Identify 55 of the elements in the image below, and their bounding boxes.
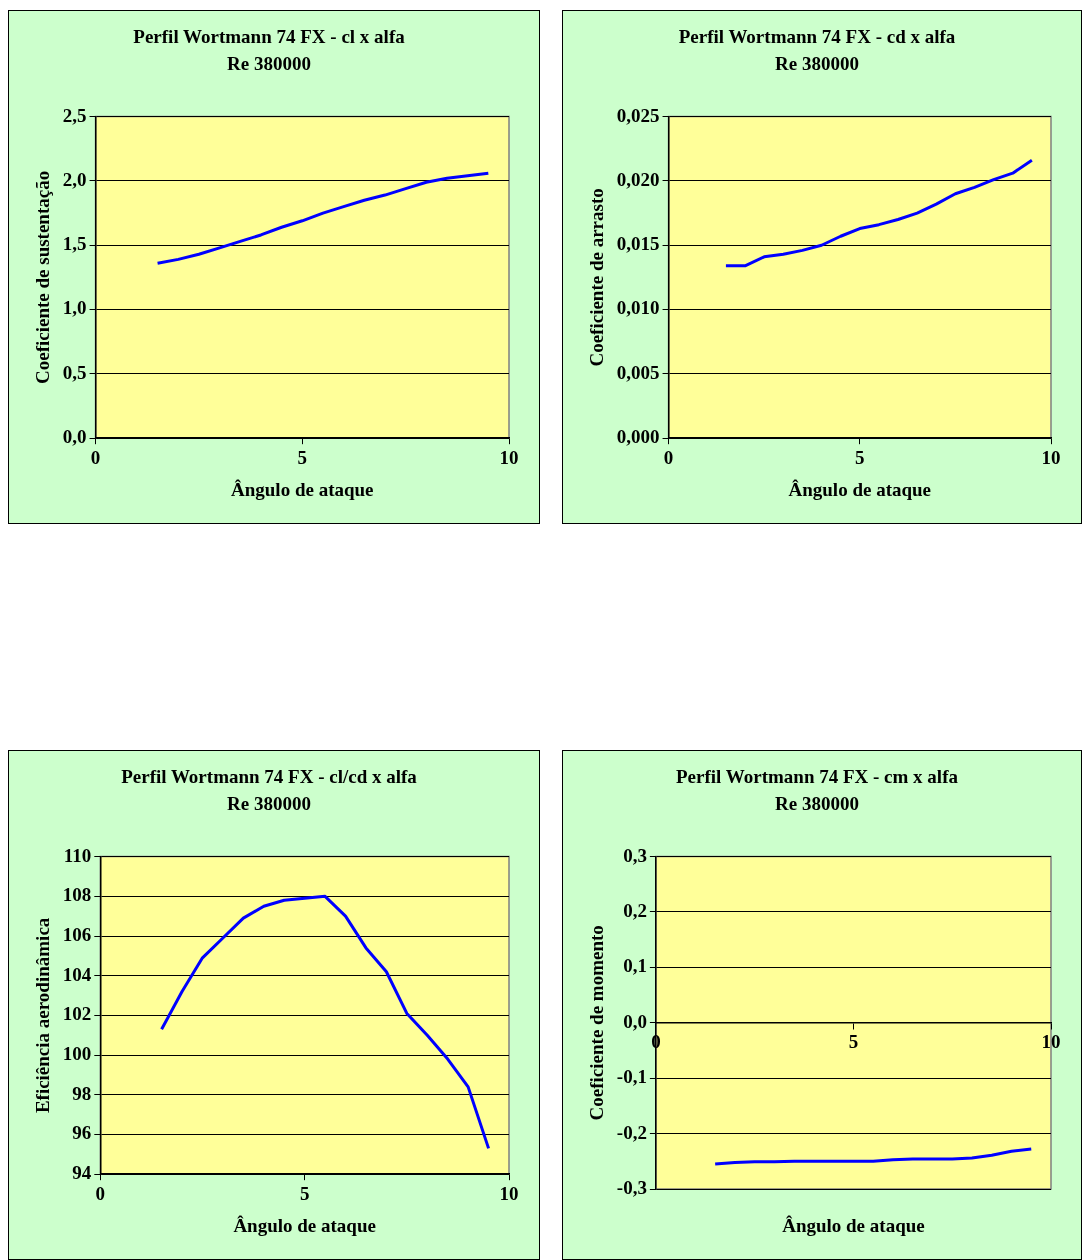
chart-subtitle: Re 380000 bbox=[227, 793, 311, 815]
x-axis-title: Ângulo de ataque bbox=[788, 479, 932, 501]
y-axis-title: Coeficiente de arrasto bbox=[586, 188, 608, 367]
y-tick-label: 0,0 bbox=[62, 426, 87, 448]
y-tick-label: 0,0 bbox=[623, 1010, 647, 1032]
y-tick-label: 94 bbox=[72, 1162, 92, 1184]
y-tick-label: 0,3 bbox=[623, 844, 647, 866]
chart-subtitle: Re 380000 bbox=[775, 53, 859, 75]
x-tick-label: 10 bbox=[1041, 1031, 1061, 1053]
y-tick-label: 0,020 bbox=[616, 168, 660, 190]
chart-subtitle: Re 380000 bbox=[775, 793, 859, 815]
y-tick-label: 106 bbox=[62, 923, 92, 945]
y-axis-title: Coeficiente de sustentação bbox=[32, 170, 54, 384]
y-axis-title: Coeficiente de momento bbox=[586, 925, 608, 1121]
x-tick-label: 5 bbox=[855, 446, 865, 468]
y-tick-label: 98 bbox=[72, 1082, 92, 1104]
x-tick-label: 10 bbox=[499, 1182, 519, 1204]
x-tick-label: 5 bbox=[299, 1182, 310, 1204]
x-axis-title: Ângulo de ataque bbox=[233, 1215, 376, 1237]
x-tick-label: 0 bbox=[90, 446, 101, 468]
y-tick-label: 102 bbox=[62, 1003, 92, 1025]
y-tick-label: 0,005 bbox=[616, 361, 660, 383]
x-tick-label: 10 bbox=[499, 446, 519, 468]
chart-subtitle: Re 380000 bbox=[227, 53, 311, 75]
y-tick-label: 0,025 bbox=[616, 104, 660, 126]
x-tick-label: 5 bbox=[297, 446, 308, 468]
x-tick-label: 10 bbox=[1041, 446, 1061, 468]
y-tick-label: 100 bbox=[62, 1043, 92, 1065]
y-tick-label: 1,0 bbox=[62, 297, 87, 319]
chart-title: Perfil Wortmann 74 FX - cm x alfa bbox=[676, 766, 959, 788]
y-tick-label: 0,000 bbox=[616, 426, 660, 448]
y-tick-label: 110 bbox=[63, 844, 92, 866]
x-tick-label: 5 bbox=[848, 1031, 859, 1053]
chart-title: Perfil Wortmann 74 FX - cl x alfa bbox=[133, 26, 406, 48]
y-axis-title: Eficiência aerodinâmica bbox=[32, 917, 54, 1114]
y-tick-label: 0,010 bbox=[616, 297, 660, 319]
x-tick-label: 0 bbox=[663, 446, 674, 468]
y-tick-label: 2,5 bbox=[62, 104, 87, 126]
y-tick-label: 104 bbox=[62, 963, 92, 985]
chart-title: Perfil Wortmann 74 FX - cl/cd x alfa bbox=[121, 766, 418, 788]
y-tick-label: 2,0 bbox=[62, 168, 87, 190]
chart-title: Perfil Wortmann 74 FX - cd x alfa bbox=[678, 26, 956, 48]
y-tick-label: 96 bbox=[72, 1122, 92, 1144]
x-tick-label: 0 bbox=[95, 1182, 106, 1204]
x-axis-title: Ângulo de ataque bbox=[231, 479, 374, 501]
y-tick-label: -0,1 bbox=[616, 1066, 647, 1088]
y-tick-label: -0,2 bbox=[616, 1121, 647, 1143]
y-tick-label: 0,1 bbox=[623, 955, 647, 977]
y-tick-label: 1,5 bbox=[62, 233, 87, 255]
y-tick-label: -0,3 bbox=[616, 1176, 647, 1198]
y-tick-label: 0,015 bbox=[616, 233, 660, 255]
y-tick-label: 0,5 bbox=[62, 361, 87, 383]
y-tick-label: 0,2 bbox=[623, 899, 647, 921]
x-axis-title: Ângulo de ataque bbox=[782, 1215, 925, 1237]
y-tick-label: 108 bbox=[62, 884, 92, 906]
